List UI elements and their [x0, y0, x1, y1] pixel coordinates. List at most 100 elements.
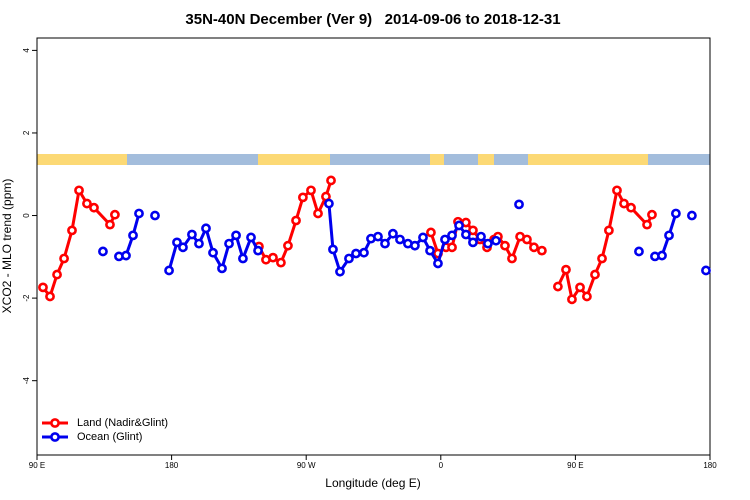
data-point [164, 265, 174, 276]
data-point [647, 209, 657, 220]
data-point [553, 281, 563, 292]
data-point [454, 220, 464, 231]
data-point [483, 238, 493, 249]
data-point [74, 185, 84, 196]
data-point [313, 208, 323, 219]
data-point [426, 227, 436, 238]
y-tick-label: -2 [22, 294, 31, 302]
x-tick-label: 180 [165, 461, 179, 470]
y-tick-label: 2 [22, 130, 31, 135]
data-point [45, 291, 55, 302]
data-point [224, 238, 234, 249]
data-point [561, 264, 571, 275]
legend-label: Ocean (Glint) [77, 431, 142, 443]
data-point [359, 247, 369, 258]
data-point [217, 263, 227, 274]
data-point [238, 253, 248, 264]
legend-marker [50, 418, 60, 428]
y-tick-label: 0 [22, 213, 31, 218]
data-point [344, 253, 354, 264]
data-point [298, 192, 308, 203]
data-point [150, 210, 160, 221]
data-point [335, 266, 345, 277]
data-point [701, 265, 711, 276]
y-tick-label: -4 [22, 377, 31, 385]
data-point [328, 244, 338, 255]
data-point [105, 219, 115, 230]
data-point [326, 175, 336, 186]
data-point [291, 215, 301, 226]
data-point [522, 234, 532, 245]
data-point [664, 230, 674, 241]
data-point [626, 202, 636, 213]
data-point [468, 225, 478, 236]
data-point [388, 228, 398, 239]
data-point [208, 247, 218, 258]
data-point [134, 208, 144, 219]
data-point [657, 250, 667, 261]
x-tick-label: 180 [703, 461, 717, 470]
data-point [514, 199, 524, 210]
data-point [461, 229, 471, 240]
data-point [201, 223, 211, 234]
data-point [575, 282, 585, 293]
data-point [604, 225, 614, 236]
data-point [89, 202, 99, 213]
data-point [634, 246, 644, 257]
series-line [119, 204, 706, 272]
data-point [283, 240, 293, 251]
data-point [642, 219, 652, 230]
data-point [380, 238, 390, 249]
data-point [246, 232, 256, 243]
data-point [536, 245, 547, 256]
data-point [178, 242, 188, 253]
data-point [582, 291, 592, 302]
data-point [619, 198, 629, 209]
data-point [671, 208, 681, 219]
data-point [447, 242, 457, 253]
y-tick-label: 4 [22, 48, 31, 53]
data-point [597, 253, 607, 264]
data-point [440, 234, 450, 245]
data-point [476, 231, 486, 242]
data-point [612, 185, 622, 196]
data-point [324, 198, 334, 209]
x-axis-label: Longitude (deg E) [325, 476, 420, 490]
data-point [194, 238, 204, 249]
y-axis-label: XCO2 - MLO trend (ppm) [0, 179, 14, 314]
x-tick-label: 90 E [567, 461, 583, 470]
x-tick-label: 0 [439, 461, 444, 470]
data-point [253, 245, 263, 256]
data-point [67, 225, 77, 236]
data-point [433, 258, 443, 269]
chart-title: 35N-40N December (Ver 9) 2014-09-06 to 2… [185, 11, 560, 28]
data-point [231, 230, 241, 241]
data-point [410, 240, 420, 251]
legend-marker [50, 432, 60, 442]
data-point [110, 209, 120, 220]
data-point [395, 234, 405, 245]
data-point [52, 269, 62, 280]
data-point [351, 248, 361, 259]
data-point [38, 282, 48, 293]
data-point [276, 257, 286, 268]
data-point [590, 269, 600, 280]
data-point [59, 253, 69, 264]
data-point [268, 252, 278, 263]
data-point [128, 230, 138, 241]
data-point [507, 253, 517, 264]
data-point [98, 246, 108, 257]
x-tick-label: 90 E [29, 461, 45, 470]
data-point [491, 235, 501, 246]
legend-label: Land (Nadir&Glint) [77, 417, 168, 429]
data-point [500, 240, 510, 251]
data-point [306, 185, 316, 196]
data-point [687, 210, 697, 221]
land-ocean-strip [37, 154, 710, 165]
data-point [567, 294, 577, 305]
data-point [529, 242, 539, 253]
x-tick-label: 90 W [297, 461, 316, 470]
data-point [373, 231, 383, 242]
data-point [187, 229, 197, 240]
